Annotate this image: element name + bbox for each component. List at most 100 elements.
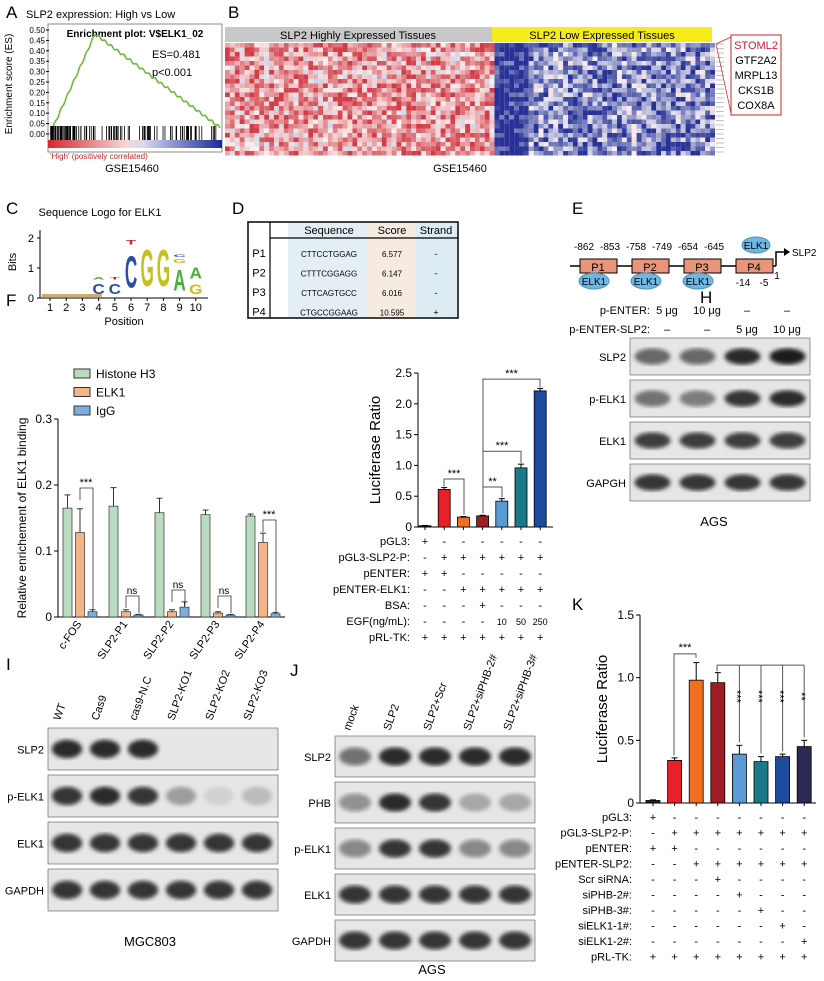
heatmap-cell [264,48,269,53]
heatmap-cell [387,138,392,143]
heatmap-cell [294,70,299,75]
heatmap-cell [534,142,539,147]
heatmap-cell [382,129,387,134]
heatmap-cell [245,97,250,102]
heatmap-cell [656,61,661,66]
condition-value: + [758,828,764,840]
heatmap-cell [230,93,235,98]
heatmap-cell [269,57,274,62]
heatmap-cell [450,75,455,80]
heatmap-cell [627,97,632,102]
heatmap-cell [529,43,534,48]
y-tick-label: 0.00 [29,130,45,139]
heatmap-cell [250,106,255,111]
heatmap-cell [348,106,353,111]
heatmap-cell [686,52,691,57]
heatmap-cell [431,142,436,147]
condition-value: - [500,568,504,580]
heatmap-cell [588,61,593,66]
heatmap-cell [313,111,318,116]
heatmap-cell [411,48,416,53]
bar [155,513,164,617]
heatmap-cell [622,79,627,84]
heatmap-cell [348,93,353,98]
heatmap-cell [343,97,348,102]
heatmap-cell [548,79,553,84]
heatmap-cell [661,61,666,66]
heatmap-cell [632,120,637,125]
heatmap-cell [607,43,612,48]
heatmap-cell [617,147,622,152]
heatmap-cell [240,52,245,57]
heatmap-cell [514,88,519,93]
heatmap-cell [460,84,465,89]
heatmap-cell [602,97,607,102]
heatmap-cell [318,48,323,53]
heatmap-cell [544,52,549,57]
condition-value: - [716,890,720,902]
heatmap-cell [548,97,553,102]
heatmap-cell [671,48,676,53]
heatmap-cell [274,88,279,93]
heatmap-cell [401,88,406,93]
heatmap-cell [382,97,387,102]
heatmap-cell [254,106,259,111]
condition-value: - [802,812,806,824]
y-tick-label: 1.0 [617,671,634,685]
heatmap-cell [411,115,416,120]
heatmap-cell [401,66,406,71]
heatmap-cell [637,97,642,102]
significance-label: *** [263,509,277,521]
heatmap-cell [548,84,553,89]
y-axis-label: Luciferase Ratio [367,396,384,504]
heatmap-cell [421,129,426,134]
heatmap-cell [583,142,588,147]
heatmap-cell [328,133,333,138]
heatmap-cell [656,151,661,156]
heatmap-cell [480,84,485,89]
heatmap-cell [504,70,509,75]
heatmap-cell [259,102,264,107]
heatmap-cell [289,147,294,152]
heatmap-cell [455,52,460,57]
heatmap-cell [509,151,514,156]
heatmap-cell [372,142,377,147]
heatmap-cell [558,147,563,152]
heatmap-cell [230,88,235,93]
heatmap-cell [387,43,392,48]
heatmap-cell [392,120,397,125]
heatmap-cell [372,70,377,75]
heatmap-cell [519,129,524,134]
lane-label: SLP2+Scr [422,681,450,732]
heatmap-cell [377,61,382,66]
heatmap-cell [245,129,250,134]
heatmap-cell [372,97,377,102]
heatmap-cell [642,151,647,156]
heatmap-cell [269,79,274,84]
heatmap-cell [607,142,612,147]
heatmap-cell [705,97,710,102]
heatmap-cell [524,111,529,116]
heatmap-cell [313,66,318,71]
heatmap-cell [294,52,299,57]
heatmap-cell [700,147,705,152]
heatmap-cell [495,115,500,120]
condition-value: + [801,828,807,840]
heatmap-cell [254,70,259,75]
heatmap-cell [299,106,304,111]
heatmap-cell [553,142,558,147]
heatmap-cell [406,52,411,57]
heatmap-cell [308,88,313,93]
heatmap-cell [362,102,367,107]
heatmap-cell [544,88,549,93]
heatmap-cell [553,88,558,93]
panel-label: E [572,199,583,218]
heatmap-cell [446,75,451,80]
heatmap-cell [299,93,304,98]
heatmap-cell [637,111,642,116]
heatmap-cell [348,66,353,71]
site-name: P1 [591,262,604,274]
gene-name: CKS1B [738,85,774,97]
heatmap-cell [637,48,642,53]
heatmap-cell [676,79,681,84]
